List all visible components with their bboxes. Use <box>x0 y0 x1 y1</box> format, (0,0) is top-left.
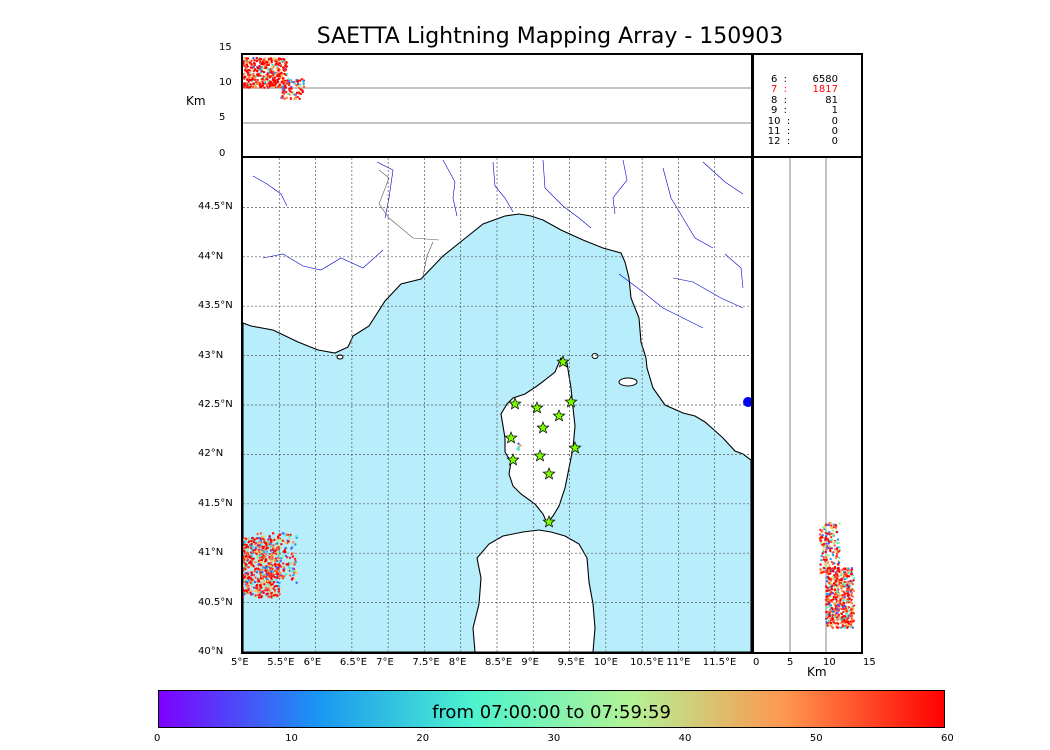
colorbar-tick: 40 <box>678 733 692 744</box>
colorbar-tick: 20 <box>416 733 430 744</box>
station-star <box>568 441 582 454</box>
station-star <box>506 453 520 466</box>
top-ytick: 10 <box>219 77 232 88</box>
chart-title: SAETTA Lightning Mapping Array - 150903 <box>316 24 784 49</box>
side-xtick: 5 <box>787 657 794 668</box>
colorbar <box>158 690 945 728</box>
lon-tick-label: 5.5°E <box>267 657 295 668</box>
map-lightning-cluster <box>243 442 522 599</box>
side-lightning-cluster <box>818 521 856 630</box>
colorbar-tick: 50 <box>809 733 823 744</box>
station-count-row: 6 :6580 <box>770 74 838 85</box>
lat-tick-label: 42.5°N <box>198 399 233 410</box>
map-svg <box>243 158 751 652</box>
lat-tick-label: 40.5°N <box>198 596 233 608</box>
sea-area <box>243 213 751 652</box>
rivers <box>252 159 744 329</box>
station-star <box>542 467 556 480</box>
altitude-lat-panel <box>752 156 863 654</box>
station-star <box>536 421 550 434</box>
station-count-row: 11 :0 <box>767 126 838 138</box>
lon-tick-label: 7°E <box>376 657 394 668</box>
colorbar-tick: 30 <box>547 733 561 744</box>
lat-tick-label: 41°N <box>198 547 224 559</box>
lon-tick-label: 10.5°E <box>630 657 664 668</box>
lat-tick-label: 41.5°N <box>198 497 233 509</box>
colorbar-label: from 07:00:00 to 07:59:59 <box>432 702 671 723</box>
lat-tick-label: 40°N <box>198 646 224 657</box>
station-count-row: 9 :1 <box>770 105 838 117</box>
station-count-row: 7 :1817 <box>770 84 838 96</box>
lon-tick-label: 6.5°E <box>339 657 368 668</box>
station-star <box>542 515 556 528</box>
station-count-row: 8 :81 <box>770 94 838 106</box>
lat-tick-label: 43°N <box>198 349 224 361</box>
corsica-island <box>500 357 576 525</box>
top-ytick: 15 <box>219 42 232 53</box>
top-ylabel: Km <box>186 94 206 108</box>
lon-tick-label: 11.5°E <box>702 657 737 668</box>
top-ytick: 0 <box>219 148 226 159</box>
sardinia-island <box>472 529 596 652</box>
top-ytick: 5 <box>219 112 226 123</box>
colorbar-tick: 0 <box>154 733 161 744</box>
colorbar-tick: 60 <box>941 733 954 744</box>
lat-tick-label: 43.5°N <box>198 300 233 312</box>
station-star <box>556 355 570 368</box>
stations <box>504 355 582 528</box>
lon-tick-label: 10°E <box>593 657 618 668</box>
station-star <box>504 431 518 444</box>
lon-tick-label: 8.5°E <box>485 657 513 668</box>
station-count-panel: 6 :6580 7 :1817 8 :81 9 :1 10 :0 11 :0 12 :0 <box>752 53 863 158</box>
map-panel <box>241 156 753 654</box>
station-star <box>552 409 566 422</box>
station-star <box>564 395 578 408</box>
top-lightning-cluster <box>243 56 306 101</box>
station-star <box>530 401 544 414</box>
side-xlabel: Km <box>807 665 827 679</box>
marker-dot <box>743 397 751 407</box>
lon-tick-label: 8°E <box>448 657 467 668</box>
lon-tick-label: 5°E <box>231 657 249 668</box>
colorbar-tick: 10 <box>285 733 298 744</box>
station-star <box>533 449 547 462</box>
lon-tick-label: 11°E <box>666 657 691 668</box>
side-xtick: 15 <box>863 657 876 668</box>
lon-tick-label: 9°E <box>521 657 539 668</box>
lon-tick-label: 6°E <box>303 657 322 668</box>
station-count-row: 12 :0 <box>767 136 838 148</box>
altitude-lon-panel <box>241 53 753 158</box>
borders <box>378 169 440 277</box>
lat-tick-label: 42°N <box>198 448 224 460</box>
side-xtick: 10 <box>823 657 836 668</box>
side-xtick: 0 <box>753 657 760 668</box>
station-star <box>508 397 522 410</box>
lon-tick-label: 7.5°E <box>412 657 440 668</box>
lat-tick-label: 44°N <box>198 250 224 262</box>
station-count-row: 10 :0 <box>767 115 838 127</box>
lon-tick-label: 9.5°E <box>557 657 585 668</box>
lat-tick-label: 44.5°N <box>198 201 233 213</box>
